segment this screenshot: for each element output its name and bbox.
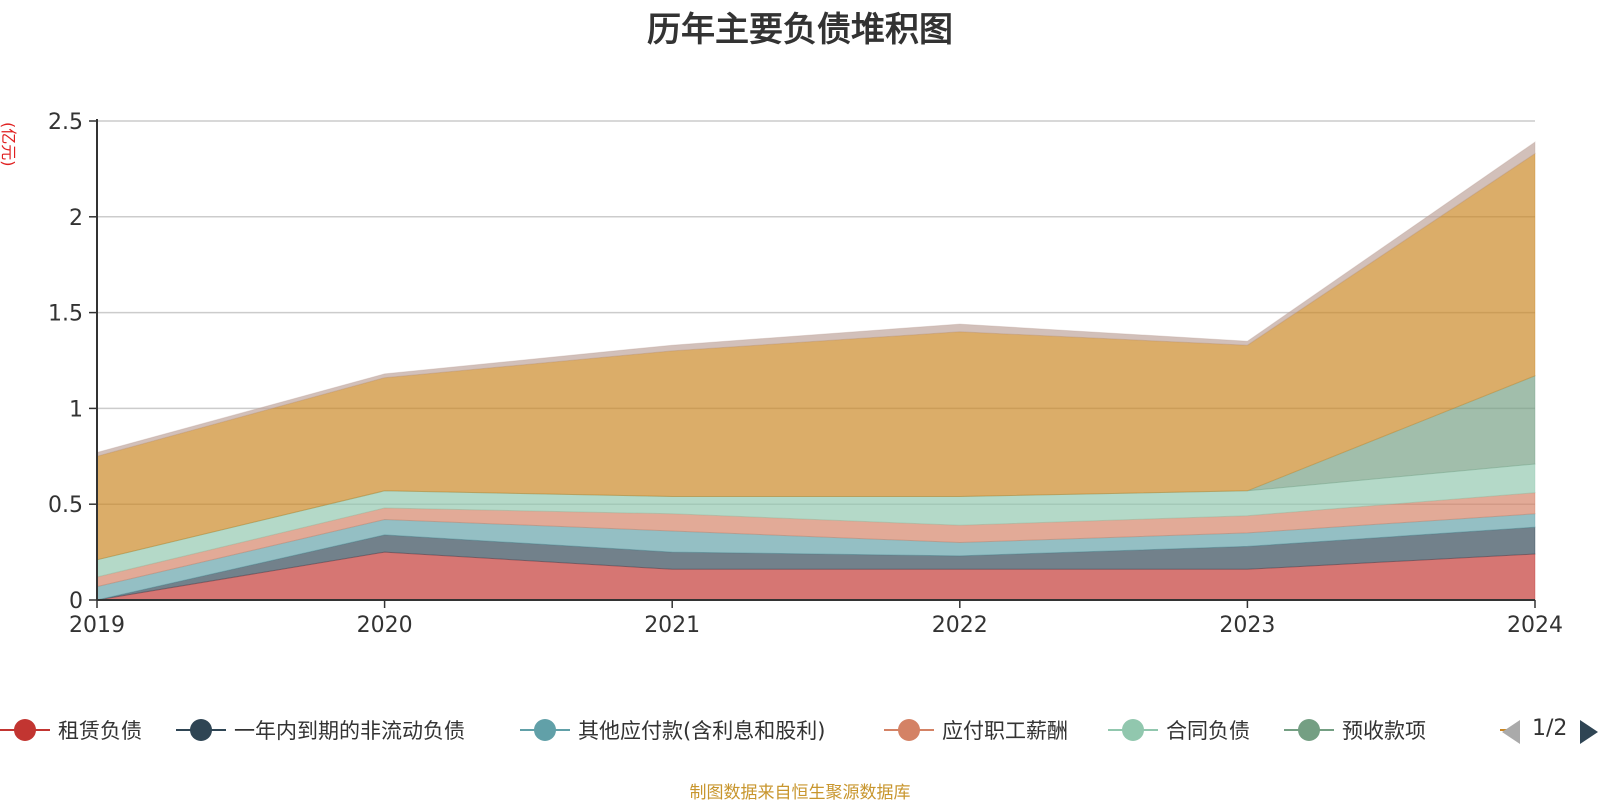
y-tick-label: 0 bbox=[69, 589, 83, 614]
area-series-1 bbox=[96, 526, 1536, 601]
x-tick-label: 2021 bbox=[644, 613, 700, 638]
legend-page-number: 1/2 bbox=[1532, 716, 1568, 741]
x-tick-label: 2019 bbox=[69, 613, 125, 638]
y-tick-label: 1.5 bbox=[48, 302, 83, 327]
legend-marker-icon bbox=[1284, 718, 1334, 742]
legend-label: 应付职工薪酬 bbox=[942, 719, 1068, 743]
chart-title: 历年主要负债堆积图 bbox=[647, 10, 953, 50]
legend-label: 一年内到期的非流动负债 bbox=[234, 719, 465, 743]
legend-item[interactable]: 应付职工薪酬 bbox=[884, 712, 1068, 748]
legend-item[interactable]: 其他应付款(含利息和股利) bbox=[520, 712, 825, 748]
axes bbox=[89, 119, 1536, 608]
legend-label: 预收款项 bbox=[1342, 719, 1426, 743]
x-tick-labels: 2019 2020 2021 2022 2023 2024 bbox=[69, 613, 1563, 638]
legend-item[interactable]: 租赁负债 bbox=[0, 712, 142, 748]
legend-item[interactable]: 合同负债 bbox=[1108, 712, 1250, 748]
legend-next-icon[interactable] bbox=[1580, 720, 1598, 744]
y-tick-labels: 0 0.5 1 1.5 2 2.5 bbox=[48, 110, 83, 614]
y-tick-label: 0.5 bbox=[48, 493, 83, 518]
legend-prev-icon[interactable] bbox=[1502, 720, 1520, 744]
legend-item[interactable]: 一年内到期的非流动负债 bbox=[176, 712, 465, 748]
legend-marker-icon bbox=[176, 718, 226, 742]
legend-item[interactable]: 预收款项 bbox=[1284, 712, 1426, 748]
legend-marker-icon bbox=[884, 718, 934, 742]
stacked-areas bbox=[96, 141, 1536, 601]
legend-marker-icon bbox=[0, 718, 50, 742]
legend-label: 其他应付款(含利息和股利) bbox=[578, 719, 826, 743]
x-tick-label: 2024 bbox=[1507, 613, 1563, 638]
x-tick-label: 2023 bbox=[1219, 613, 1275, 638]
y-tick-label: 2.5 bbox=[48, 110, 83, 135]
x-tick-label: 2020 bbox=[357, 613, 413, 638]
legend-marker-icon bbox=[1108, 718, 1158, 742]
legend-label: 合同负债 bbox=[1166, 719, 1250, 743]
data-source-note: 制图数据来自恒生聚源数据库 bbox=[689, 783, 911, 803]
area-series-7 bbox=[96, 141, 1536, 457]
legend-pager: 1/2 bbox=[1500, 712, 1600, 748]
legend: 租赁负债 一年内到期的非流动负债 其他应付款(含利息和股利) 应付职工薪酬 合同负债 预收… bbox=[0, 712, 1600, 748]
y-tick-label: 1 bbox=[69, 397, 83, 422]
x-tick-label: 2022 bbox=[932, 613, 988, 638]
legend-label: 租赁负债 bbox=[58, 719, 142, 743]
legend-overflow-cover bbox=[1460, 712, 1500, 748]
y-tick-label: 2 bbox=[69, 206, 83, 231]
legend-marker-icon bbox=[520, 718, 570, 742]
chart-plot: 0 0.5 1 1.5 2 2.5 2019 2020 2021 2022 2023 2024 bbox=[48, 110, 1563, 638]
